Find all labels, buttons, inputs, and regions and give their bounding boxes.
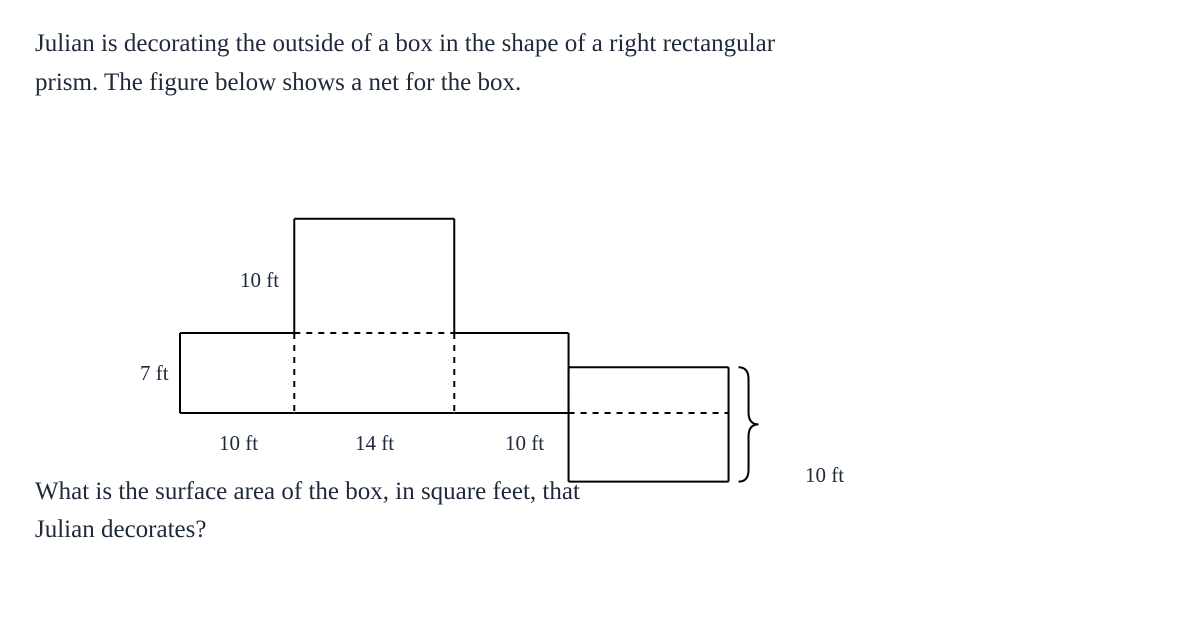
label-bottom-seg2: 14 ft bbox=[355, 431, 394, 456]
label-right-brace: 10 ft bbox=[805, 463, 844, 488]
problem-statement: Julian is decorating the outside of a bo… bbox=[35, 25, 1165, 103]
net-svg bbox=[35, 113, 1135, 593]
label-left-height: 7 ft bbox=[140, 361, 169, 386]
intro-line-1: Julian is decorating the outside of a bo… bbox=[35, 30, 775, 57]
net-figure: 7 ft 10 ft 10 ft 14 ft 10 ft 10 ft bbox=[35, 113, 1165, 473]
label-top-flap: 10 ft bbox=[240, 268, 279, 293]
intro-line-2: prism. The figure below shows a net for … bbox=[35, 69, 521, 96]
math-problem-page: Julian is decorating the outside of a bo… bbox=[0, 0, 1200, 575]
label-bottom-seg1: 10 ft bbox=[219, 431, 258, 456]
label-bottom-seg3: 10 ft bbox=[505, 431, 544, 456]
